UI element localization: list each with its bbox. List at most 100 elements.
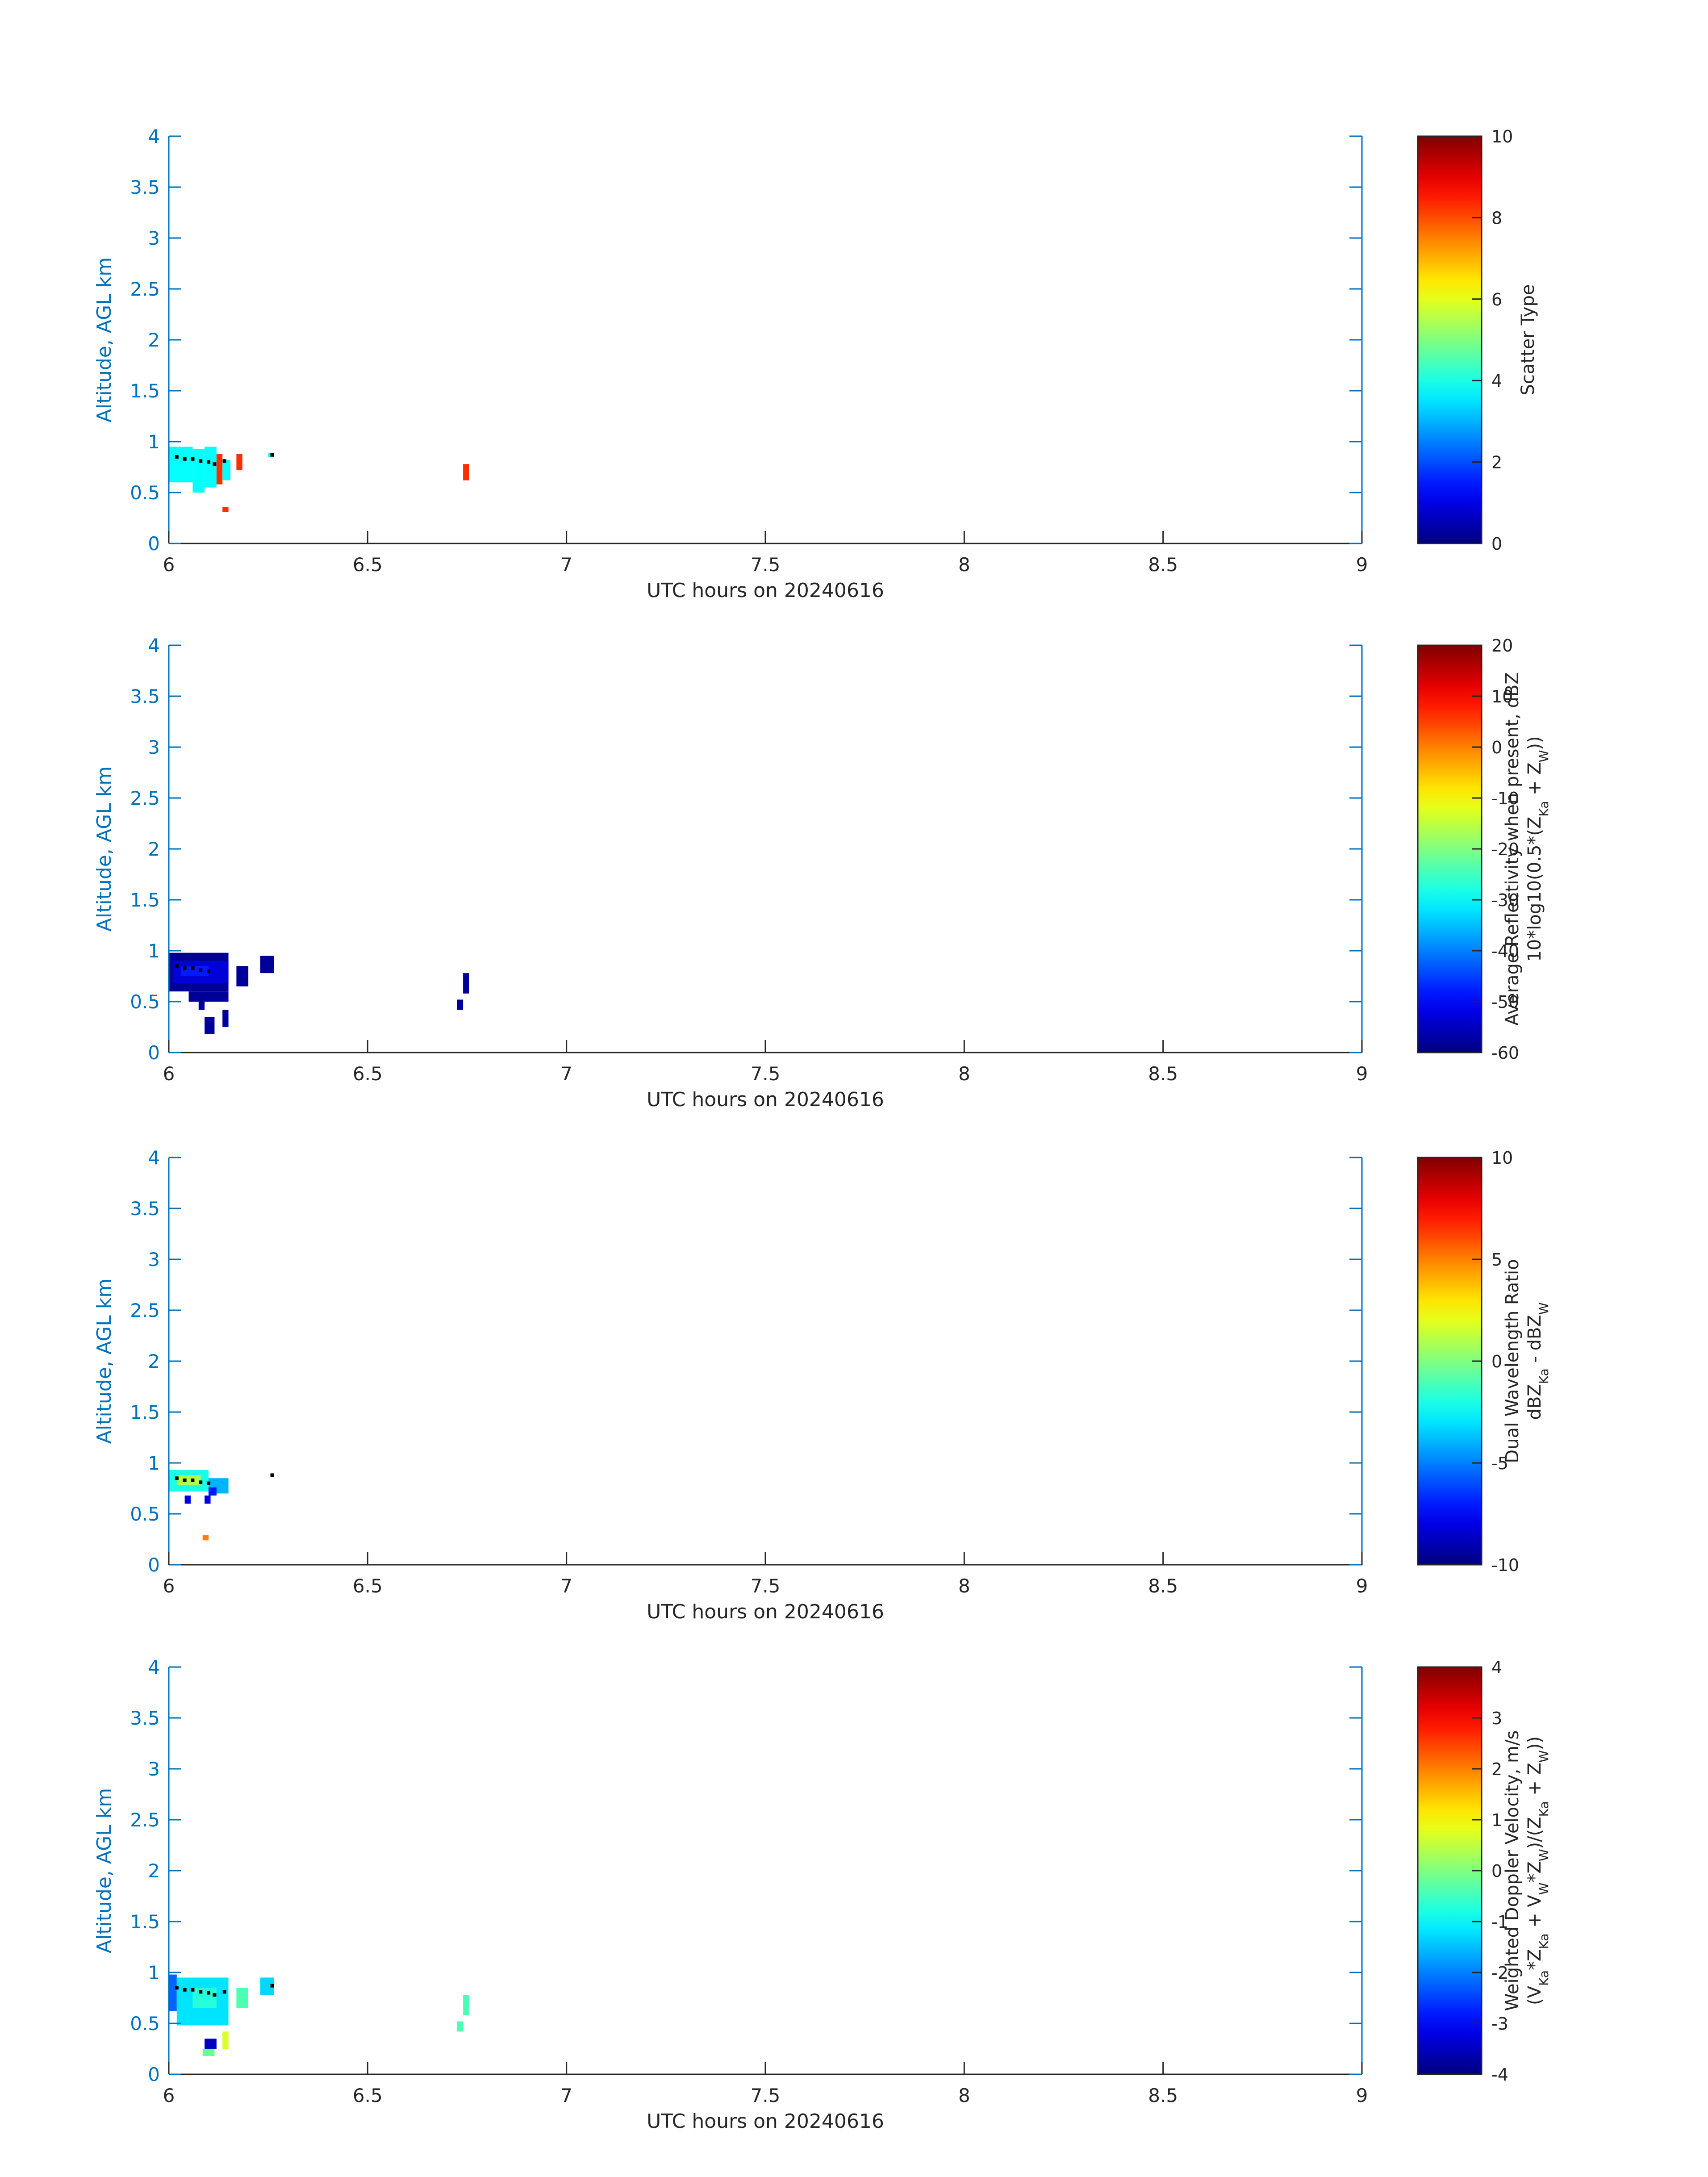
marker-point-3 <box>199 459 203 463</box>
y-tick-label: 0 <box>148 533 160 555</box>
y-tick-label: 0.5 <box>130 482 160 504</box>
x-tick-label: 8 <box>958 1575 970 1597</box>
marker-point-0 <box>175 455 179 459</box>
heatmap-cells <box>169 447 469 512</box>
x-axis-label: UTC hours on 20240616 <box>647 1600 884 1623</box>
heatmap-cell-4 <box>205 1495 211 1504</box>
x-tick-label: 7 <box>560 1063 572 1085</box>
y-tick-label: 2.5 <box>130 1300 160 1321</box>
colorbar-tick-label: -3 <box>1491 2014 1508 2034</box>
x-tick-label: 6 <box>163 2085 175 2106</box>
colorbar-gradient <box>1417 135 1482 544</box>
colorbar-tick-label: 10 <box>1491 687 1513 706</box>
y-tick-label: 1 <box>148 940 160 962</box>
marker-point-1 <box>183 1988 187 1992</box>
x-tick-label: 8 <box>958 1063 970 1085</box>
marker-dots <box>175 1473 274 1485</box>
y-tick-label: 1 <box>148 431 160 453</box>
marker-point-7 <box>270 1984 274 1988</box>
heatmap-cell-5 <box>236 454 242 470</box>
colorbar-tick-label: 20 <box>1491 636 1513 656</box>
y-tick-label: 2.5 <box>130 1809 160 1831</box>
x-tick-label: 6.5 <box>353 1575 383 1597</box>
heatmap-cell-8 <box>260 956 275 974</box>
heatmap-cell-7 <box>236 966 249 986</box>
subscript-text: Ka <box>1537 801 1551 817</box>
colorbar-tick-label: 0 <box>1491 1352 1502 1371</box>
marker-point-3 <box>199 1990 203 1994</box>
heatmap-cell-5 <box>205 1017 215 1034</box>
heatmap-cell-0 <box>169 447 193 483</box>
x-tick-label: 7 <box>560 554 572 576</box>
y-tick-label: 4 <box>148 125 160 147</box>
y-tick-label: 1 <box>148 1962 160 1984</box>
y-tick-label: 0.5 <box>130 2013 160 2035</box>
colorbar-label-line-1: Weighted Doppler Velocity, m/s <box>1502 1730 1523 2011</box>
marker-point-5 <box>213 462 217 466</box>
subscript-text: W <box>1537 1883 1551 1895</box>
marker-point-4 <box>207 1991 211 1995</box>
marker-point-2 <box>191 1988 195 1992</box>
x-tick-label: 9 <box>1356 2085 1368 2106</box>
y-tick-label: 2 <box>148 329 160 351</box>
y-tick-label: 4 <box>148 635 160 656</box>
heatmap-cell-4 <box>222 460 231 481</box>
marker-point-3 <box>199 1480 203 1484</box>
x-tick-label: 6 <box>163 1575 175 1597</box>
colorbar-tick-label: -40 <box>1491 941 1519 961</box>
heatmap-cell-1 <box>192 448 205 493</box>
marker-point-4 <box>207 969 211 973</box>
x-tick-label: 7.5 <box>751 554 781 576</box>
heatmap-cells <box>169 1974 469 2056</box>
x-tick-label: 6 <box>163 1063 175 1085</box>
y-axis-label: Altitude, AGL km <box>93 766 116 932</box>
x-tick-label: 9 <box>1356 1063 1368 1085</box>
y-tick-label: 2 <box>148 1350 160 1372</box>
colorbar-tick-label: -50 <box>1491 992 1519 1012</box>
x-tick-label: 6 <box>163 554 175 576</box>
label-text: Weighted Doppler Velocity, m/s <box>1502 1730 1523 2011</box>
colorbar-tick-label: 10 <box>1491 1148 1513 1168</box>
marker-point-4 <box>207 1481 211 1485</box>
x-tick-label: 7 <box>560 2085 572 2106</box>
x-axis-label: UTC hours on 20240616 <box>647 2110 884 2133</box>
y-tick-label: 2.5 <box>130 278 160 300</box>
colorbar-tick-label: -20 <box>1491 840 1519 859</box>
colorbar-tick-label: -4 <box>1491 2065 1508 2085</box>
colorbar-tick-label: 0 <box>1491 738 1502 757</box>
colorbar-label-line-1: Dual Wavelength Ratio <box>1502 1259 1523 1463</box>
colorbar-tick-label: 4 <box>1491 1658 1502 1677</box>
subscript-text: W <box>1537 1849 1551 1861</box>
y-tick-label: 3.5 <box>130 685 160 707</box>
colorbar-tick-label: -10 <box>1491 1555 1519 1575</box>
y-tick-label: 1.5 <box>130 380 160 402</box>
subscript-text: Ka <box>1537 1970 1551 1986</box>
x-tick-label: 8.5 <box>1148 1575 1178 1597</box>
colorbar-gradient <box>1417 644 1482 1053</box>
colorbar: 0 2 4 6 8 10 Scatter Type <box>1417 127 1538 554</box>
marker-point-5 <box>270 1473 274 1477</box>
label-text: (V <box>1524 1985 1545 2005</box>
y-tick-label: 3 <box>148 227 160 249</box>
marker-point-1 <box>183 1478 187 1482</box>
heatmap-cell-1 <box>176 1475 201 1486</box>
panel-4: 0 0.5 1 1.5 2 2.5 3 3.5 4 6 6.5 7 7.5 8 8.5 9 UTC hours … <box>93 1656 1551 2133</box>
label-text: Scatter Type <box>1518 284 1538 396</box>
marker-point-6 <box>222 459 226 463</box>
colorbar-tick-label: -2 <box>1491 1963 1508 1983</box>
label-text: *Z <box>1524 1949 1545 1970</box>
y-tick-label: 3.5 <box>130 176 160 198</box>
colorbar-tick-label: 2 <box>1491 453 1502 472</box>
colorbar-gradient <box>1417 1666 1482 2075</box>
colorbar-label-line-2: (VKa*ZKa + VW*ZW)/(ZKa + ZW)) <box>1524 1736 1551 2005</box>
heatmap-cell-10 <box>463 973 469 994</box>
label-text: + Z <box>1524 762 1545 801</box>
marker-point-2 <box>191 1478 195 1482</box>
marker-point-0 <box>175 1986 179 1990</box>
colorbar-label-line-2: 10*log10(0.5*(ZKa + ZW)) <box>1524 736 1551 961</box>
label-text: 10*log10(0.5*(Z <box>1524 817 1545 962</box>
marker-dots <box>175 964 211 973</box>
y-tick-label: 0.5 <box>130 991 160 1013</box>
panel-1: 0 0.5 1 1.5 2 2.5 3 3.5 4 6 6.5 7 7.5 8 8.5 9 UTC hours … <box>93 125 1538 602</box>
y-tick-label: 3.5 <box>130 1198 160 1220</box>
